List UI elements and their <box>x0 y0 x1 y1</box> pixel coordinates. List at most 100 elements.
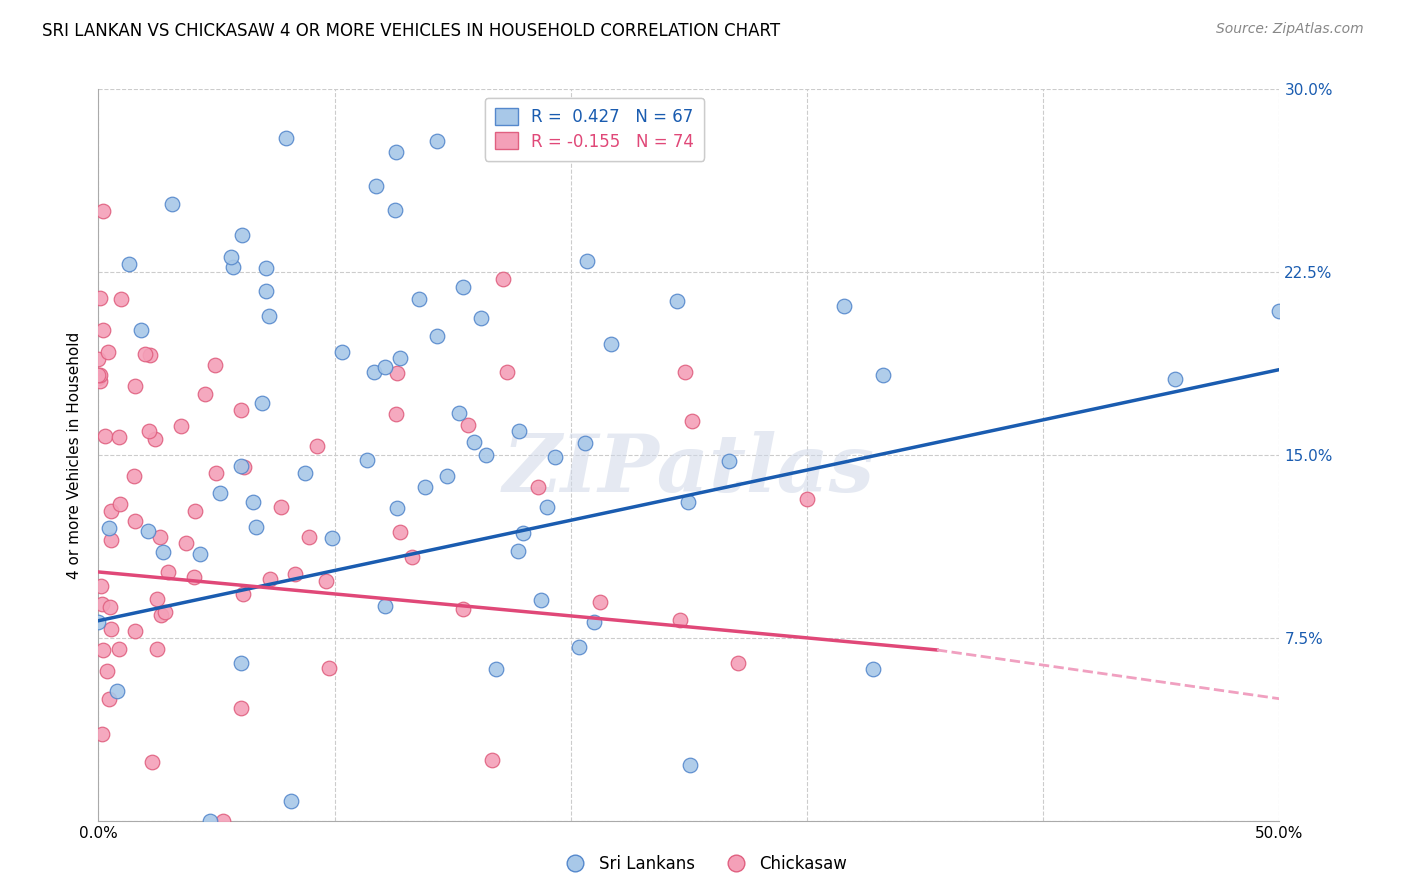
Point <box>451 602 474 616</box>
Point <box>356 453 378 467</box>
Point <box>681 414 703 428</box>
Point <box>91 727 114 741</box>
Point <box>231 227 253 242</box>
Point <box>98 521 121 535</box>
Point <box>384 145 406 159</box>
Point <box>205 466 228 480</box>
Y-axis label: 4 or more Vehicles in Household: 4 or more Vehicles in Household <box>67 331 83 579</box>
Point <box>669 613 692 627</box>
Point <box>138 424 160 438</box>
Point <box>110 497 132 511</box>
Point <box>96 664 118 678</box>
Point <box>568 640 591 654</box>
Point <box>208 485 231 500</box>
Point <box>463 434 485 449</box>
Point <box>188 548 211 562</box>
Point <box>363 365 385 379</box>
Point <box>194 387 217 401</box>
Point <box>149 530 172 544</box>
Point <box>134 347 156 361</box>
Point <box>136 524 159 538</box>
Point <box>366 178 388 193</box>
Point <box>388 351 411 365</box>
Point <box>576 253 599 268</box>
Point <box>872 368 894 382</box>
Point <box>87 368 110 382</box>
Point <box>832 299 855 313</box>
Point <box>436 468 458 483</box>
Point <box>676 495 699 509</box>
Point <box>318 661 340 675</box>
Point <box>426 134 449 148</box>
Point <box>321 531 343 545</box>
Point <box>330 345 353 359</box>
Point <box>717 454 740 468</box>
Point <box>100 622 122 636</box>
Point <box>254 260 277 275</box>
Point <box>374 359 396 374</box>
Point <box>94 429 117 443</box>
Point <box>124 379 146 393</box>
Point <box>457 417 479 432</box>
Point <box>155 606 177 620</box>
Point <box>242 495 264 509</box>
Point <box>129 323 152 337</box>
Point <box>141 755 163 769</box>
Point <box>108 641 131 656</box>
Text: ZIPatlas: ZIPatlas <box>503 431 875 508</box>
Point <box>389 524 412 539</box>
Point <box>582 615 605 630</box>
Point <box>666 294 689 309</box>
Point <box>229 458 252 473</box>
Point <box>485 662 508 676</box>
Point <box>91 323 114 337</box>
Point <box>1164 372 1187 386</box>
Point <box>89 368 111 382</box>
Point <box>160 196 183 211</box>
Point <box>259 572 281 586</box>
Point <box>727 656 749 670</box>
Point <box>315 574 337 588</box>
Point <box>530 592 553 607</box>
Point <box>270 500 292 514</box>
Point <box>231 403 253 417</box>
Point <box>204 359 226 373</box>
Point <box>91 643 114 657</box>
Point <box>796 492 818 507</box>
Point <box>143 433 166 447</box>
Point <box>1268 304 1291 318</box>
Point <box>451 280 474 294</box>
Point <box>506 543 529 558</box>
Point <box>384 407 406 421</box>
Point <box>105 683 128 698</box>
Point <box>298 530 321 544</box>
Point <box>231 700 253 714</box>
Point <box>219 250 242 264</box>
Point <box>152 544 174 558</box>
Point <box>387 367 409 381</box>
Point <box>536 500 558 515</box>
Point <box>87 371 110 385</box>
Point <box>280 794 302 808</box>
Point <box>496 365 519 379</box>
Legend: R =  0.427   N = 67, R = -0.155   N = 74: R = 0.427 N = 67, R = -0.155 N = 74 <box>485 97 704 161</box>
Text: SRI LANKAN VS CHICKASAW 4 OR MORE VEHICLES IN HOUSEHOLD CORRELATION CHART: SRI LANKAN VS CHICKASAW 4 OR MORE VEHICL… <box>42 22 780 40</box>
Point <box>574 436 596 450</box>
Point <box>97 691 120 706</box>
Point <box>233 459 256 474</box>
Point <box>232 587 254 601</box>
Point <box>526 480 548 494</box>
Point <box>245 519 267 533</box>
Point <box>198 814 221 828</box>
Point <box>90 579 112 593</box>
Point <box>90 597 112 611</box>
Point <box>413 480 436 494</box>
Point <box>118 257 141 271</box>
Point <box>150 608 173 623</box>
Point <box>89 291 111 305</box>
Point <box>543 450 565 464</box>
Point <box>449 406 471 420</box>
Point <box>599 337 621 351</box>
Point <box>408 293 430 307</box>
Point <box>256 284 278 298</box>
